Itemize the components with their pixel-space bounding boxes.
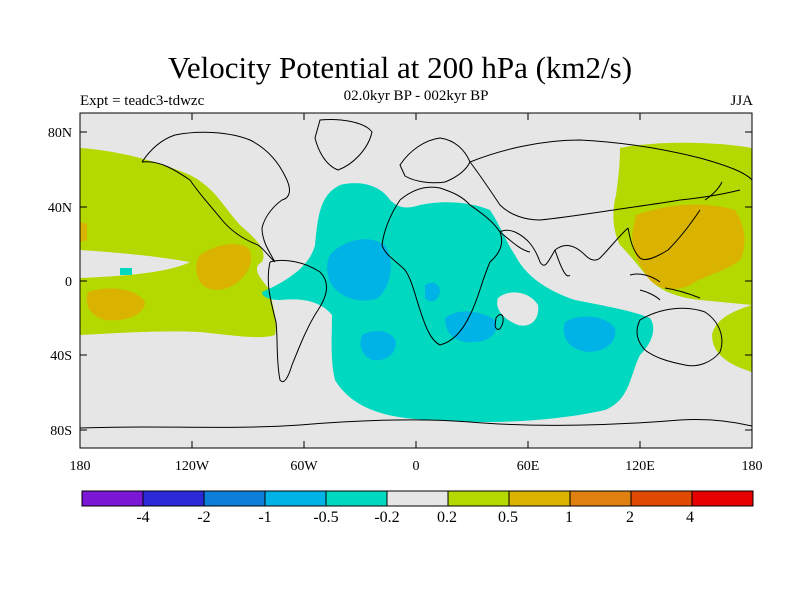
colorbar-label: 0.5	[498, 509, 518, 526]
central-pacific-negative-speck	[120, 268, 132, 275]
x-tick-label: 0	[413, 459, 420, 474]
colorbar-label: -1	[258, 509, 271, 526]
season-label: JJA	[730, 93, 753, 109]
map-field	[80, 113, 752, 448]
east-pacific-orange-region	[196, 244, 252, 290]
colorbar-swatch	[447, 490, 510, 507]
map-title: Velocity Potential at 200 hPa (km2/s)	[167, 50, 633, 85]
experiment-label: Expt = teadc3-tdwzc	[80, 93, 205, 109]
indian-ocean-negative-core	[563, 316, 616, 352]
asia-orange-region	[632, 204, 745, 290]
colorbar-swatch	[569, 490, 632, 507]
colorbar-swatch	[142, 490, 205, 507]
africa-east-negative-core	[425, 282, 440, 302]
colorbar-label: -2	[197, 509, 210, 526]
colorbar-swatch	[630, 490, 693, 507]
southern-africa-neutral-patch	[497, 292, 539, 326]
x-tick-label: 120E	[625, 459, 655, 474]
y-tick-label: 80N	[48, 126, 72, 141]
colorbar-label: 0.2	[437, 509, 457, 526]
pacific-positive-region	[80, 148, 276, 338]
x-tick-label: 180	[742, 459, 763, 474]
axis-ticks	[79, 113, 753, 448]
coastlines	[80, 119, 752, 429]
colorbar-swatch	[508, 490, 571, 507]
west-edge-orange-patch	[80, 222, 87, 242]
colorbar-swatch	[264, 490, 327, 507]
colorbar-label: -0.2	[374, 509, 399, 526]
colorbar-label: -0.5	[313, 509, 338, 526]
atlantic-negative-core	[327, 239, 391, 301]
colorbar-swatch	[81, 490, 144, 507]
colorbar	[81, 490, 754, 507]
map-subtitle: 02.0kyr BP - 002kyr BP	[343, 88, 489, 104]
colorbar-swatch	[691, 490, 754, 507]
y-tick-label: 80S	[50, 424, 72, 439]
y-tick-label: 40S	[50, 349, 72, 364]
x-tick-label: 180	[70, 459, 91, 474]
colorbar-label: -4	[136, 509, 149, 526]
colorbar-swatch	[203, 490, 266, 507]
colorbar-swatch	[325, 490, 388, 507]
colorbar-swatch	[386, 490, 449, 507]
colorbar-label: 1	[565, 509, 573, 526]
south-pacific-orange-region	[86, 288, 145, 321]
colorbar-label: 4	[686, 509, 694, 526]
x-tick-labels: 180 120W 60W 0 60E 120E 180	[70, 459, 763, 474]
x-tick-label: 60E	[517, 459, 540, 474]
y-tick-label: 40N	[48, 201, 72, 216]
x-tick-label: 60W	[290, 459, 318, 474]
south-atlantic-negative-core	[360, 330, 396, 361]
y-tick-label: 0	[65, 275, 72, 290]
x-tick-label: 120W	[175, 459, 210, 474]
pacific-neutral-notch	[80, 250, 190, 278]
colorbar-labels: -4 -2 -1 -0.5 -0.2 0.2 0.5 1 2 4	[136, 509, 694, 526]
y-tick-labels: 80N 40N 0 40S 80S	[48, 126, 72, 439]
colorbar-label: 2	[626, 509, 634, 526]
